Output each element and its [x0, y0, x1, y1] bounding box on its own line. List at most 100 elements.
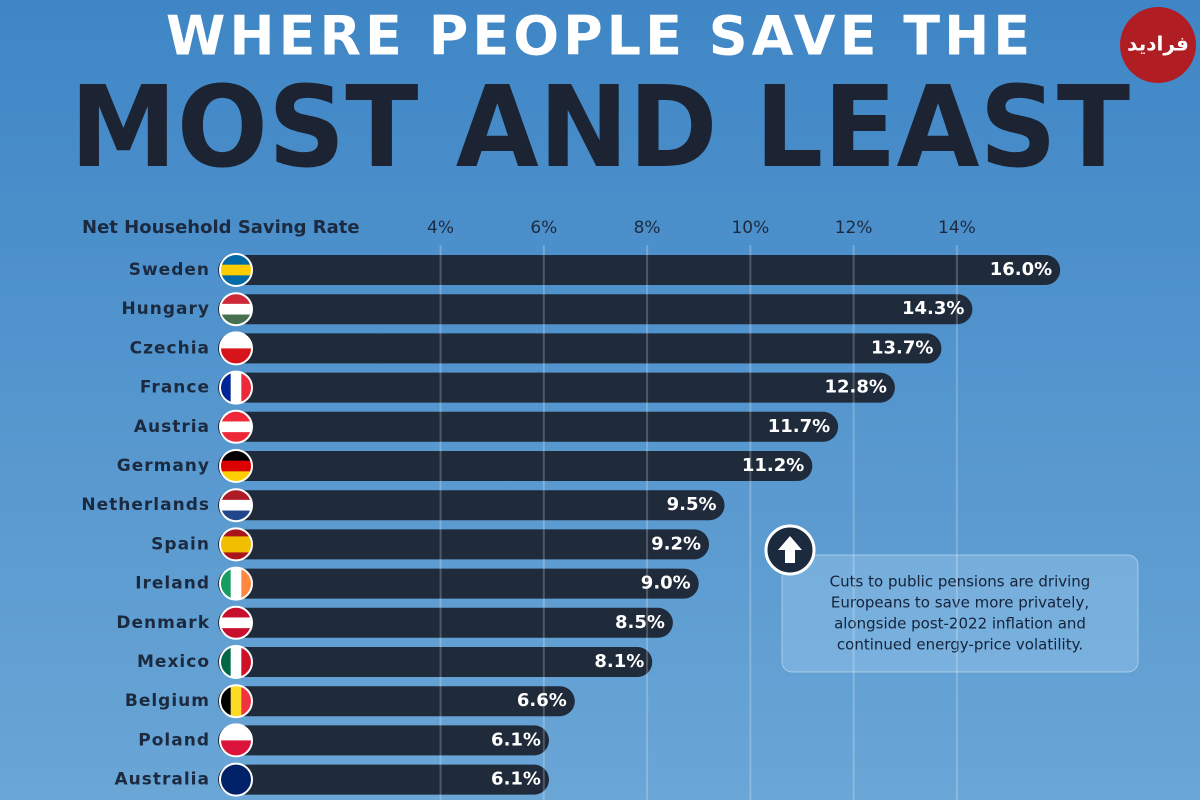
flag-ring	[219, 684, 253, 719]
flag-ring	[219, 370, 253, 405]
flag	[219, 605, 253, 640]
logo	[1120, 7, 1196, 83]
flag-stripe	[220, 293, 252, 305]
flag-stripe	[220, 264, 252, 276]
flag	[219, 566, 253, 601]
value-label: 6.1%	[491, 769, 541, 790]
flag-stripe	[220, 685, 232, 718]
bar	[218, 333, 942, 364]
category-label: Hungary	[121, 299, 210, 319]
flag	[219, 292, 253, 327]
flag	[219, 762, 253, 797]
flag-ring	[219, 566, 253, 601]
flag-stripe	[220, 567, 232, 600]
annotation-text: Cuts to public pensions are driving	[830, 573, 1091, 591]
flag	[219, 449, 253, 483]
flag-stripe	[220, 628, 252, 639]
flag-stripe	[220, 510, 252, 522]
flag-stripe	[220, 275, 252, 286]
x-tick-label: 14%	[938, 218, 976, 238]
bar	[218, 411, 839, 442]
annotation-text: Europeans to save more privately,	[831, 594, 1089, 612]
flag-ring	[219, 253, 253, 287]
annotation-text: alongside post-2022 inflation and	[834, 615, 1086, 633]
flag-stripe	[220, 348, 252, 365]
bar	[218, 451, 813, 481]
flag-stripe	[220, 646, 232, 678]
x-axis-label: Net Household Saving Rate	[82, 217, 360, 238]
flag	[219, 684, 253, 719]
flag	[219, 488, 253, 523]
flag-ring	[219, 762, 253, 797]
flag-stripe	[220, 371, 232, 404]
bar	[218, 725, 549, 756]
category-label: Netherlands	[81, 495, 210, 515]
category-label: Mexico	[137, 652, 210, 672]
flag-stripe	[241, 646, 252, 678]
bar	[218, 764, 549, 795]
flag-stripe	[230, 371, 242, 404]
flag-stripe	[220, 528, 252, 537]
category-label: Germany	[117, 456, 210, 476]
flag-stripe	[241, 685, 252, 718]
value-label: 16.0%	[990, 259, 1052, 280]
value-label: 9.5%	[667, 494, 717, 515]
flag	[219, 253, 253, 287]
flag-stripe	[220, 779, 252, 796]
value-label: 8.5%	[615, 612, 665, 633]
x-tick-label: 12%	[835, 218, 873, 238]
value-label: 6.6%	[517, 690, 567, 711]
flag-stripe	[220, 499, 252, 512]
flag-ring	[219, 723, 253, 758]
category-label: Austria	[134, 417, 210, 437]
flag	[219, 331, 253, 366]
bar	[218, 607, 673, 638]
flag-ring	[219, 645, 253, 679]
flag-stripe	[220, 544, 252, 553]
flag-ring	[219, 527, 253, 562]
flag-stripe	[220, 314, 252, 326]
flag-stripe	[220, 421, 252, 433]
x-tick-label: 6%	[530, 218, 557, 238]
flag-ring	[219, 488, 253, 523]
flag-stripe	[230, 567, 242, 600]
value-label: 9.0%	[641, 573, 691, 594]
bar	[218, 255, 1061, 285]
value-label: 6.1%	[491, 729, 541, 750]
bar	[218, 490, 725, 521]
category-label: Poland	[138, 730, 210, 750]
category-label: Belgium	[125, 691, 210, 711]
flag-stripe	[220, 450, 252, 462]
flag-stripe	[220, 460, 252, 472]
value-label: 12.8%	[824, 377, 886, 398]
x-tick-label: 10%	[731, 218, 769, 238]
flag-stripe	[230, 685, 242, 718]
value-label: 14.3%	[902, 298, 964, 319]
x-tick-label: 8%	[634, 218, 661, 238]
bar	[218, 294, 973, 325]
flag-stripe	[230, 646, 242, 678]
flag-stripe	[220, 489, 252, 501]
flag-ring	[219, 449, 253, 483]
annotation-box	[781, 554, 1139, 673]
flag-ring	[219, 292, 253, 327]
category-label: France	[140, 378, 210, 398]
value-label: 11.7%	[768, 416, 830, 437]
category-label: Australia	[115, 770, 211, 790]
flag-stripe	[220, 432, 252, 443]
flag-stripe	[220, 763, 252, 781]
flag-stripe	[220, 606, 252, 618]
flag	[219, 409, 253, 444]
flag-stripe	[241, 567, 252, 600]
category-label: Ireland	[135, 574, 210, 594]
arrow-icon	[778, 536, 802, 563]
flag-stripe	[220, 724, 252, 741]
category-label: Spain	[151, 534, 210, 554]
category-label: Czechia	[130, 338, 210, 358]
value-label: 11.2%	[742, 455, 804, 476]
flag-stripe	[220, 410, 252, 422]
watermark: فرادید	[1127, 32, 1189, 56]
flag	[219, 645, 253, 679]
